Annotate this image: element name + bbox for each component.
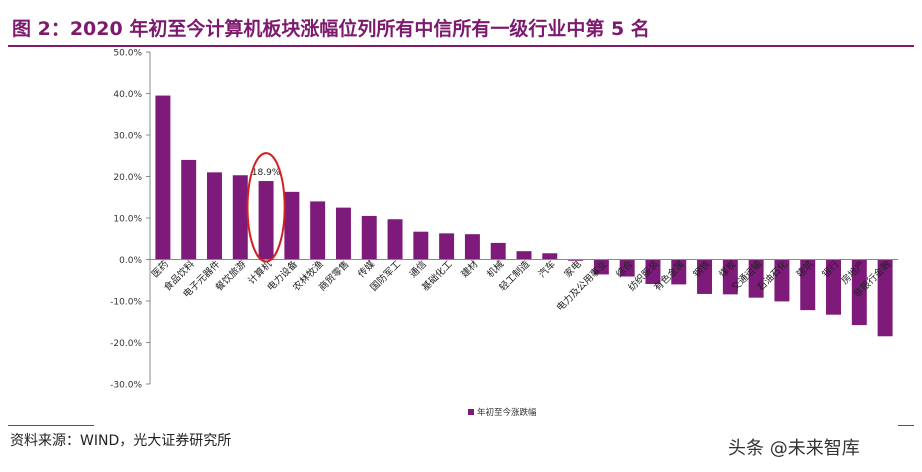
- bar: [568, 259, 584, 261]
- bar: [877, 259, 893, 337]
- bar: [516, 251, 532, 260]
- x-tick-label: 汽车: [536, 258, 558, 280]
- highlight-ellipse: [246, 152, 286, 263]
- bar: [697, 259, 713, 294]
- y-tick-label: 40.0%: [113, 90, 142, 100]
- bar: [258, 181, 274, 260]
- bar: [542, 253, 558, 260]
- bar: [774, 259, 790, 302]
- bar: [619, 259, 635, 277]
- y-tick-label: 10.0%: [113, 215, 142, 225]
- bar: [155, 95, 171, 260]
- bar: [335, 207, 351, 260]
- bar: [284, 191, 300, 260]
- y-tick-label: 30.0%: [113, 132, 142, 142]
- page-title: 图 2：2020 年初至今计算机板块涨幅位列所有中信所有一级行业中第 5 名: [12, 18, 650, 40]
- bar: [413, 231, 429, 260]
- y-tick-label: 20.0%: [113, 173, 142, 183]
- y-tick-label: -30.0%: [110, 381, 142, 391]
- y-tick-label: 0.0%: [119, 256, 142, 266]
- x-tick-label: 机械: [484, 258, 506, 280]
- legend-swatch: [468, 409, 474, 415]
- x-tick-label: 家电: [562, 258, 584, 280]
- footer-divider-right: [898, 425, 914, 426]
- bar: [826, 259, 841, 315]
- bar: [464, 234, 480, 260]
- bar: [748, 259, 764, 298]
- bar: [181, 159, 197, 260]
- bar: [645, 259, 661, 284]
- x-tick-label: 通信: [407, 258, 429, 280]
- bar: [490, 242, 506, 260]
- y-tick-label: 50.0%: [113, 49, 142, 59]
- x-tick-label: 医药: [150, 259, 171, 280]
- x-tick-label: 传媒: [355, 258, 377, 280]
- x-tick-label: 建材: [459, 258, 481, 280]
- bar: [361, 215, 377, 260]
- bar: [439, 233, 455, 260]
- source-note: 资料来源：WIND，光大证券研究所: [10, 433, 232, 449]
- bar: [387, 219, 403, 260]
- footer-divider-left: [8, 425, 94, 426]
- bar: [310, 201, 326, 260]
- bar: [207, 172, 222, 260]
- bar: [232, 175, 248, 260]
- bar: [800, 259, 816, 311]
- legend-label: 年初至今涨跌幅: [477, 407, 537, 418]
- y-tick-label: -20.0%: [110, 339, 142, 349]
- bar: [671, 259, 687, 285]
- bar: [593, 259, 609, 275]
- y-tick-label: -10.0%: [110, 298, 142, 308]
- bar: [851, 259, 867, 326]
- title-divider: [8, 45, 914, 47]
- bar: [722, 259, 738, 295]
- data-label: 18.9%: [252, 168, 281, 178]
- watermark: 头条 @未来智库: [728, 438, 860, 459]
